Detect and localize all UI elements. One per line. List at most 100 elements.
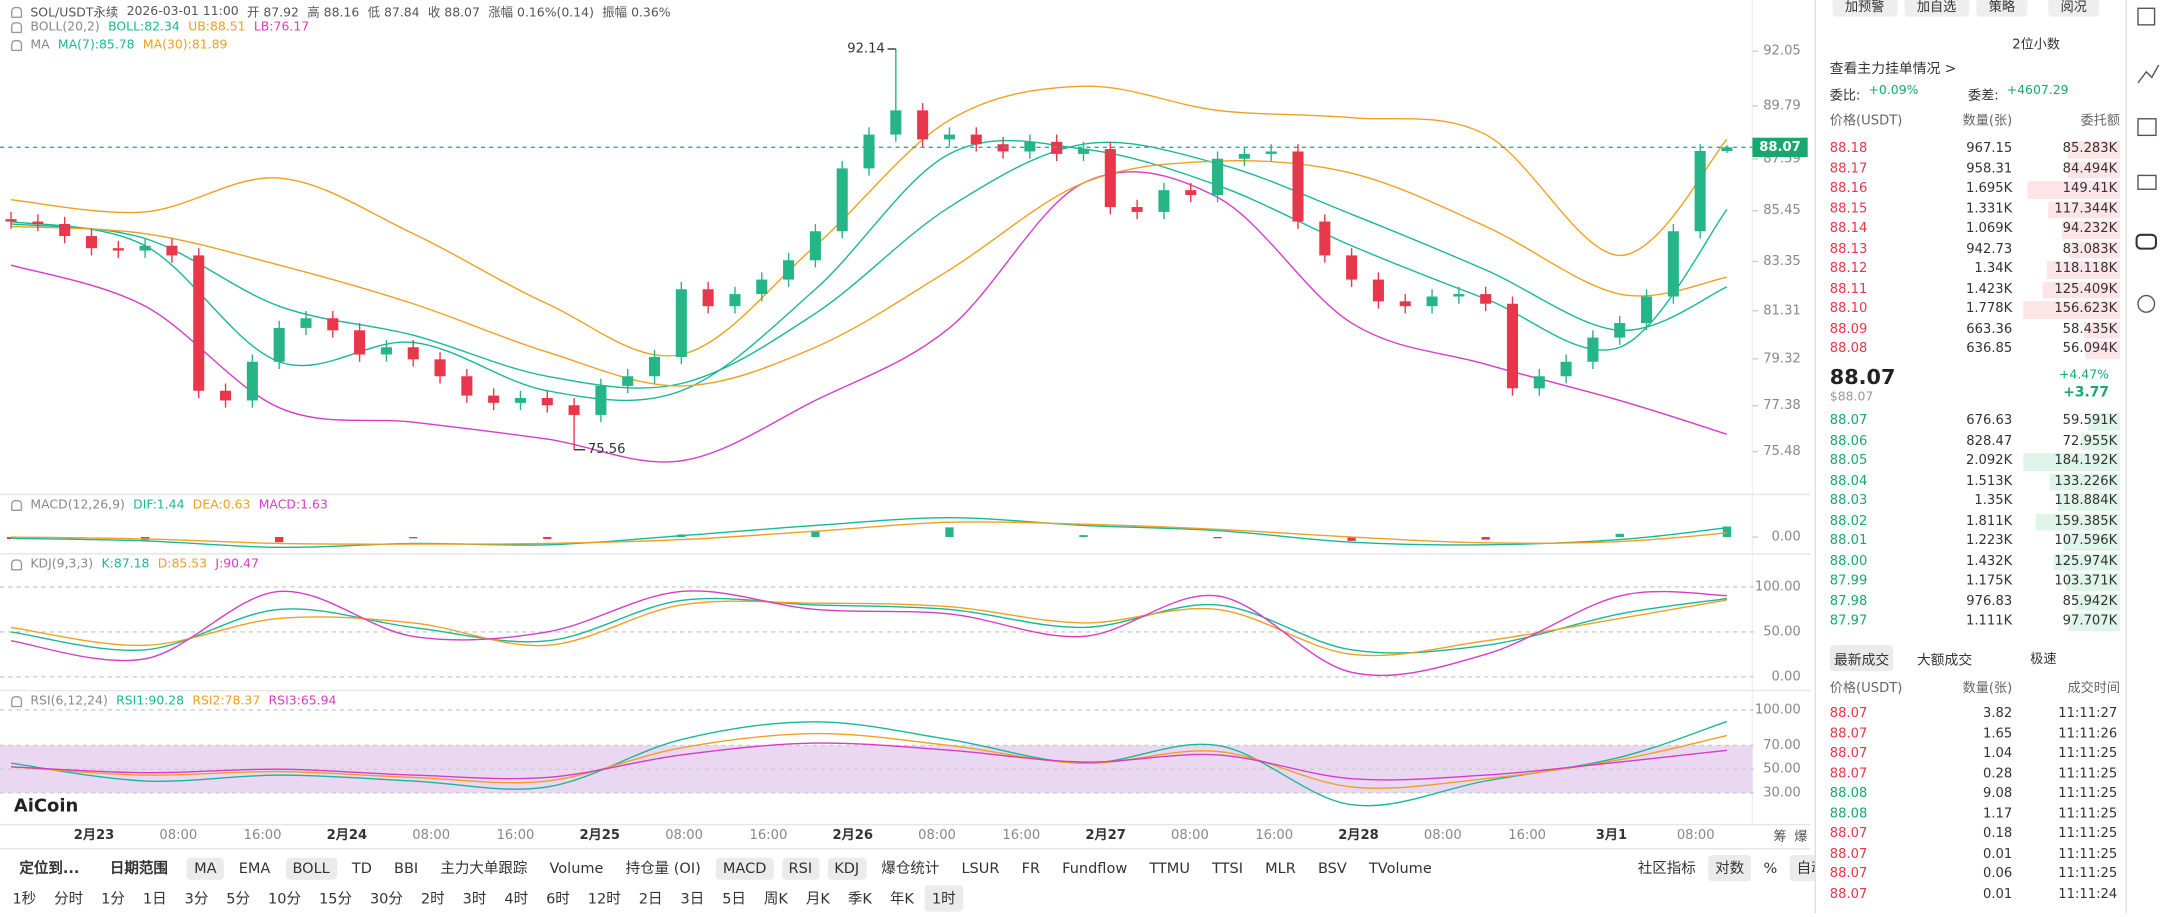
panel-button[interactable]: 策略 <box>1976 0 2028 17</box>
trade-row: 88.07 0.18 11:11:25 <box>1830 825 2120 845</box>
main-orders-link[interactable]: 查看主力挂单情况 > <box>1829 62 1957 78</box>
toolbar-button[interactable]: TTSI <box>1212 859 1244 877</box>
toolbar-button[interactable]: BOLL <box>285 857 337 880</box>
legend-item: D:85.53 <box>157 558 208 572</box>
legend-item: RSI(6,12,24) <box>30 694 108 709</box>
toolbar-button[interactable]: FR <box>1021 859 1041 877</box>
x-tick-label: 2月23 <box>74 827 114 843</box>
toolbar-button[interactable]: RSI <box>781 857 820 880</box>
toolbar-button[interactable]: 分时 <box>54 890 84 908</box>
depth-bar <box>2047 200 2121 219</box>
header-cell: 成交时间 <box>2067 680 2121 697</box>
depth-bar <box>2061 220 2121 239</box>
candle-body <box>943 134 955 140</box>
panel-button[interactable]: 阅况 <box>2048 0 2100 17</box>
toolbar-button[interactable]: LSUR <box>961 859 1000 877</box>
toolbar-button[interactable]: 2日 <box>638 890 663 908</box>
amount: 103.371K <box>2054 573 2118 589</box>
panel-button[interactable]: 加自选 <box>1904 0 1969 17</box>
book-row: 87.99 1.175K 103.371K <box>1830 572 2121 592</box>
toolbar-button[interactable]: 1分 <box>101 890 125 908</box>
toolbar-button[interactable]: 3日 <box>680 890 705 908</box>
header-cell: 数量(张) <box>1962 680 2013 697</box>
toolbar-button[interactable]: 3分 <box>184 890 209 908</box>
amount: 159.385K <box>2054 513 2118 529</box>
indicator-line <box>11 732 1728 789</box>
icon <box>2135 233 2157 250</box>
y-tick-label: 81.31 <box>1763 303 1801 318</box>
toolbar-button[interactable]: BSV <box>1317 859 1347 877</box>
toolbar-button[interactable]: 周K <box>763 890 788 908</box>
toolbar-button[interactable]: 3时 <box>462 890 487 908</box>
y-tick-label: 70.00 <box>1763 738 1801 753</box>
quantity: 0.28 <box>1982 765 2013 782</box>
ratio-label: 委比: <box>1829 88 1861 104</box>
icon-column <box>2135 7 2160 313</box>
toolbar-button[interactable]: MA <box>187 857 224 880</box>
candle-body <box>1372 279 1384 302</box>
candle-body <box>85 236 98 249</box>
toolbar-button[interactable]: 4时 <box>504 890 529 908</box>
toolbar-button[interactable]: BBI <box>394 859 419 877</box>
fast-toggle[interactable]: 极速 <box>2030 651 2057 668</box>
quantity: 1.331K <box>1966 200 2013 217</box>
toolbar-button[interactable]: 年K <box>889 890 914 908</box>
toolbar-button[interactable]: 月K <box>805 890 830 908</box>
quantity: 0.01 <box>1982 846 2013 862</box>
panel-button[interactable]: 加预警 <box>1832 0 1897 17</box>
toolbar-button[interactable]: 10分 <box>268 890 302 908</box>
toolbar-button[interactable]: Fundflow <box>1062 859 1128 877</box>
toolbar-button[interactable]: 季K <box>847 890 872 908</box>
quantity: 636.85 <box>1966 341 2013 357</box>
stat: 开 87.92 <box>246 6 299 21</box>
toolbar-button[interactable]: 6时 <box>546 890 570 908</box>
toolbar-button[interactable]: MACD <box>715 857 774 880</box>
quantity: 1.811K <box>1966 513 2013 529</box>
toolbar-button[interactable]: % <box>1763 859 1778 877</box>
candle-body <box>1346 255 1358 280</box>
x-tick-label: 2月27 <box>1085 827 1125 843</box>
amount: 85.942K <box>2062 593 2118 609</box>
quantity: 1.34K <box>1974 261 2013 277</box>
candle-body <box>1453 294 1465 297</box>
y-tick-label: 50.00 <box>1763 624 1801 639</box>
book-row: 88.17 958.31 84.494K <box>1830 160 2121 180</box>
toolbar-button[interactable]: 30分 <box>369 890 403 908</box>
toolbar-button[interactable]: KDJ <box>827 857 867 880</box>
toolbar-button[interactable]: MLR <box>1265 859 1296 877</box>
legend-item: BOLL(20,2) <box>30 20 100 35</box>
decimals-select[interactable]: 2位小数 <box>2012 37 2060 53</box>
toolbar-button[interactable]: 对数 <box>1708 854 1752 882</box>
indicator-line <box>10 599 1728 657</box>
toolbar-button[interactable]: 1日 <box>142 890 167 908</box>
toolbar-button[interactable]: 主力大单跟踪 <box>440 860 528 878</box>
toolbar-button[interactable]: 2时 <box>420 890 445 908</box>
toolbar-button[interactable]: 爆仓统计 <box>881 860 940 878</box>
toolbar-button[interactable]: 15分 <box>318 890 352 908</box>
toolbar-button[interactable]: 定位到... <box>19 860 80 878</box>
toolbar-button[interactable]: 1秒 <box>12 890 37 908</box>
trade-tab[interactable]: 最新成交 <box>1829 645 1894 672</box>
indicator-line <box>10 597 1728 654</box>
toolbar-button[interactable]: 5日 <box>722 890 746 908</box>
depth-bar <box>2068 613 2121 631</box>
time: 11:11:26 <box>2058 725 2118 742</box>
trade-tab[interactable]: 大额成交 <box>1916 653 1973 669</box>
toolbar-button[interactable]: 社区指标 <box>1637 860 1696 878</box>
toolbar-button[interactable]: TVolume <box>1368 859 1432 877</box>
candle-body <box>1560 361 1572 377</box>
toolbar-button[interactable]: Volume <box>549 859 604 877</box>
icon <box>2137 64 2160 84</box>
toolbar-button[interactable]: TD <box>351 859 372 877</box>
toolbar-button[interactable]: 持仓量 (OI) <box>625 860 701 878</box>
toolbar-button[interactable]: 12时 <box>587 890 621 908</box>
toolbar-button[interactable]: 1时 <box>925 885 963 912</box>
candle-body <box>112 248 124 251</box>
toolbar-button[interactable]: 5分 <box>226 890 251 908</box>
candle-body <box>541 398 553 406</box>
toolbar-button[interactable]: EMA <box>238 859 271 877</box>
price: 88.00 <box>1829 553 1868 569</box>
toolbar-button[interactable]: 日期范围 <box>109 860 168 878</box>
toolbar-button[interactable]: TTMU <box>1149 859 1190 877</box>
x-tick-label: 16:00 <box>497 828 535 843</box>
